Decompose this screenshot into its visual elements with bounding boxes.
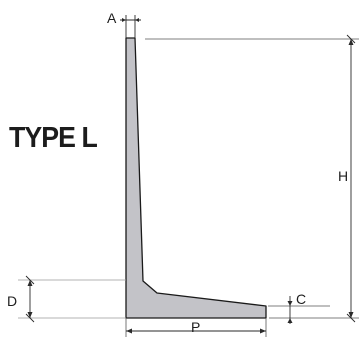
diagram-title: TYPE L (9, 122, 98, 154)
dimension-h-label: H (338, 168, 349, 184)
dimension-c (268, 296, 330, 324)
dimension-p (125, 318, 267, 337)
dimension-a-label: A (107, 10, 117, 26)
dimension-c-label: C (296, 291, 307, 307)
dimension-p-label: P (191, 319, 201, 335)
l-wall-profile (125, 37, 267, 319)
dimension-d-label: D (7, 293, 18, 309)
dimension-d (18, 275, 126, 323)
dimension-a (120, 15, 141, 38)
dimension-h (145, 34, 359, 323)
